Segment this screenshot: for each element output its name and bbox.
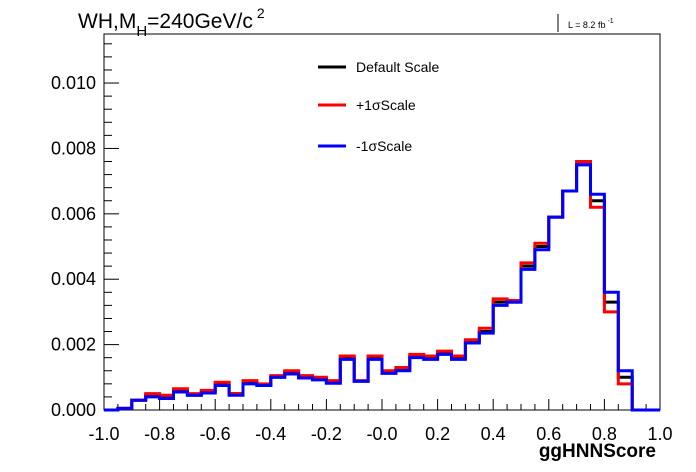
x-tick-label: -0.6 <box>200 424 231 444</box>
x-tick-label: -1.0 <box>88 424 119 444</box>
chart-title-subscript: H <box>136 23 148 40</box>
x-axis-label: ggHNNScore <box>538 441 656 462</box>
y-tick-label: 0.006 <box>51 204 96 224</box>
chart-title: WH,MH=240GeV/c 2 <box>78 5 265 40</box>
chart-title-superscript: 2 <box>256 5 265 21</box>
plot-frame <box>103 33 661 411</box>
x-tick-label: 1.0 <box>647 424 672 444</box>
y-tick-label: 0.008 <box>51 138 96 158</box>
x-tick-label: -0.8 <box>144 424 175 444</box>
y-tick-label: 0.004 <box>51 269 96 289</box>
axis-tick-labels: -1.0 -0.8 -0.6 -0.4 -0.2 -0.0 0.2 0.4 0.6 0.8 1.0 0… <box>51 73 673 444</box>
y-tick-label: 0.000 <box>51 400 96 420</box>
lumi-label: L = 8.2 fb -1 <box>568 18 614 30</box>
chart-title-main: WH,M <box>78 10 137 33</box>
series-layer <box>104 160 660 412</box>
y-tick-label: 0.010 <box>51 73 96 93</box>
y-tick-label: 0.002 <box>51 335 96 355</box>
x-tick-label: -0.4 <box>255 424 286 444</box>
legend-label: Default Scale <box>356 59 439 75</box>
lumi-label-text: L = 8.2 fb <box>568 20 606 30</box>
x-tick-label: 0.6 <box>536 424 561 444</box>
x-tick-label: 0.8 <box>592 424 617 444</box>
x-tick-label: -0.2 <box>311 424 342 444</box>
lumi-label-superscript: -1 <box>607 18 614 25</box>
legend-label: -1σScale <box>356 138 412 154</box>
x-tick-label: -0.0 <box>366 424 397 444</box>
legend-label: +1σScale <box>356 97 416 113</box>
series-line-3 <box>104 163 660 412</box>
x-tick-label: 0.2 <box>425 424 450 444</box>
chart-title-rest: =240GeV/c <box>147 10 253 33</box>
x-tick-label: 0.4 <box>481 424 506 444</box>
legend: Default Scale +1σScale -1σScale <box>318 59 439 154</box>
